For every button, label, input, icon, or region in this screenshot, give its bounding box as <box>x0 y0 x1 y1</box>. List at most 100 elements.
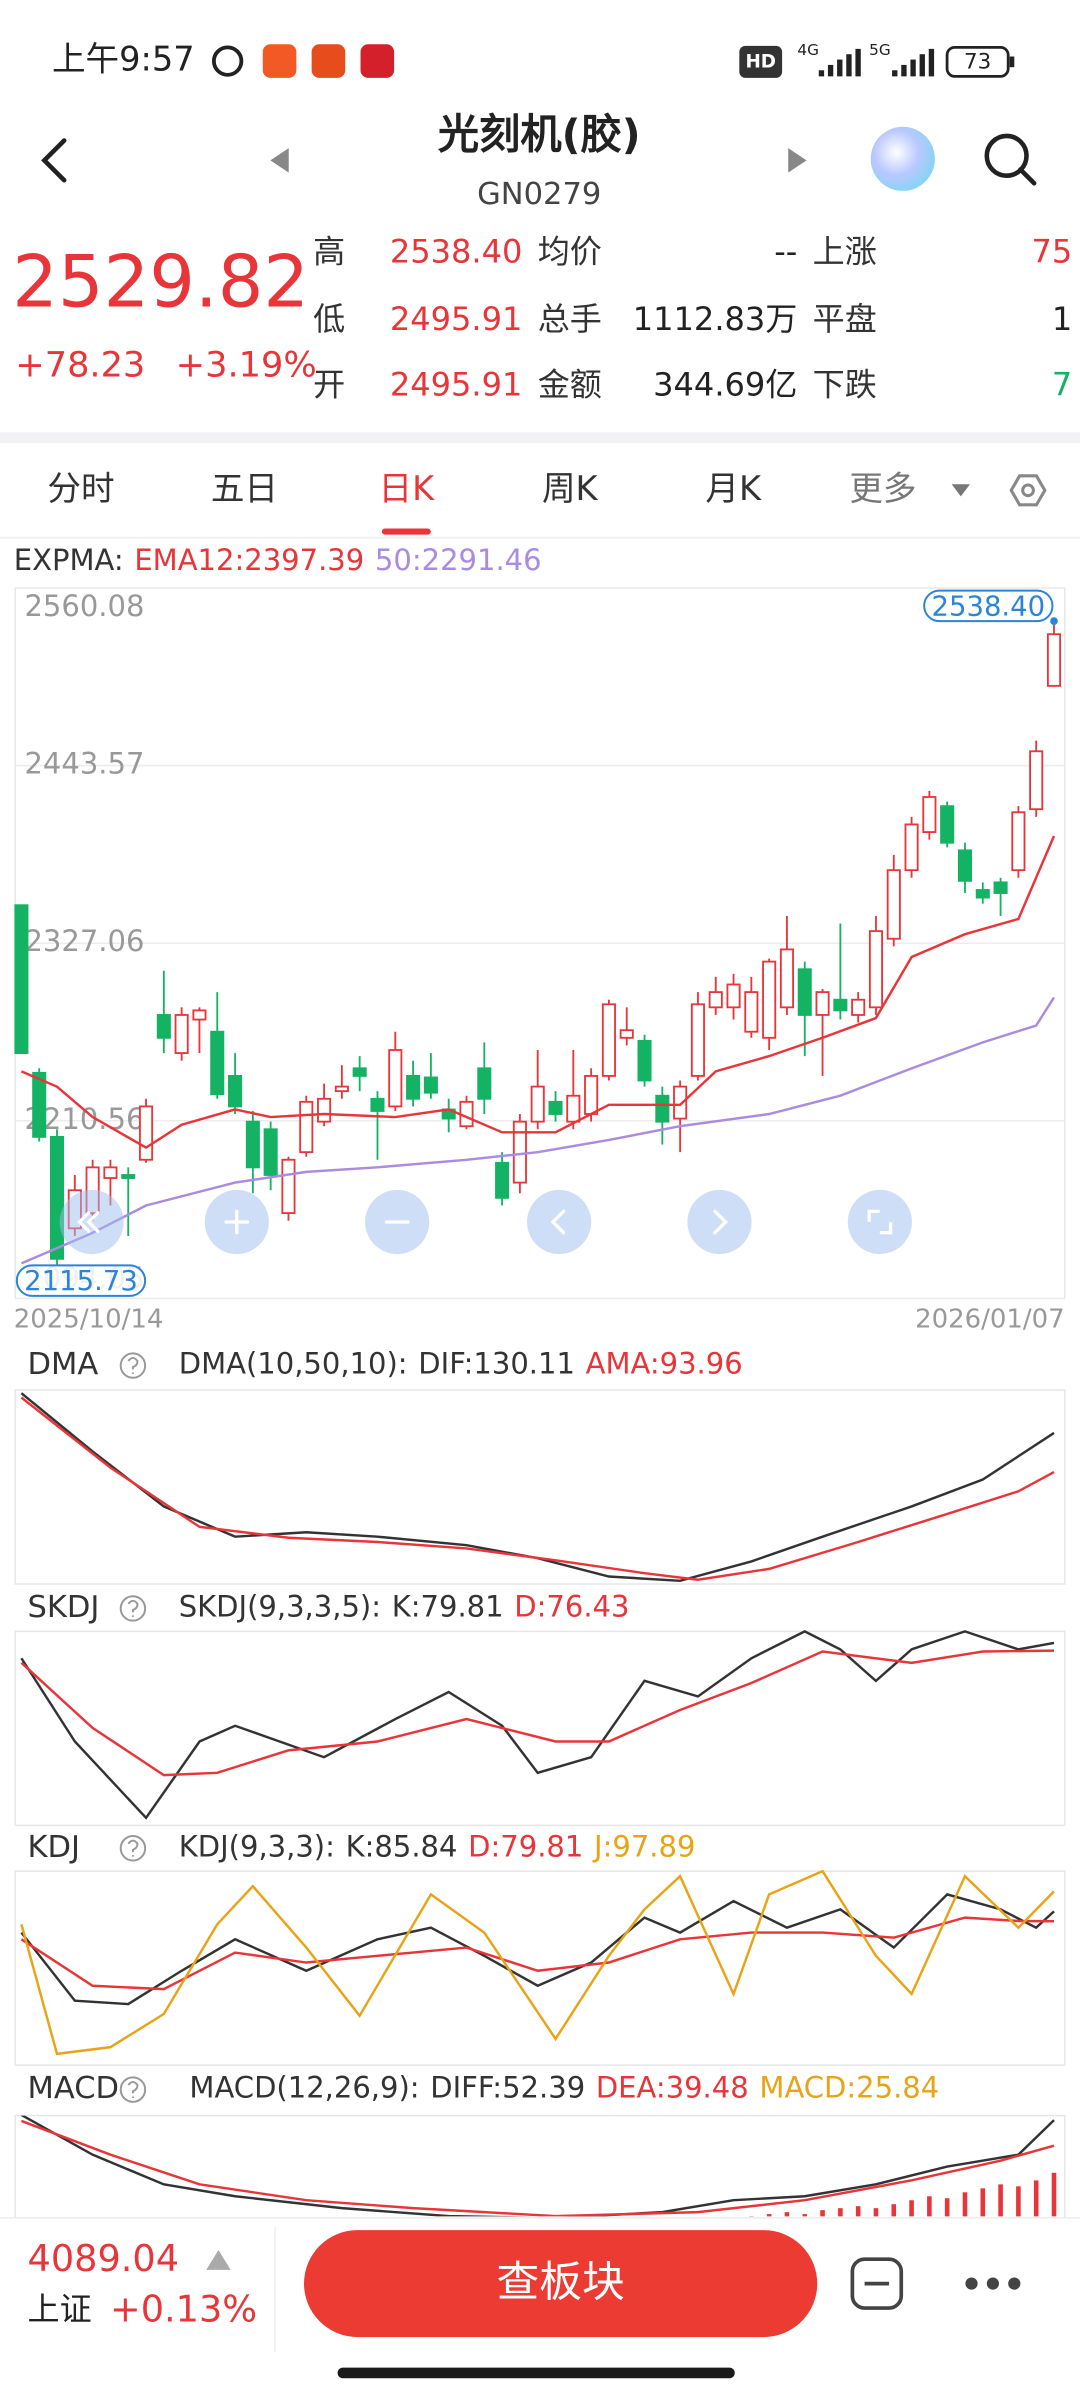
indicator-line <box>20 835 1056 1150</box>
indicator-title: KDJ <box>28 1830 81 1865</box>
chart-nav-button[interactable] <box>687 1189 752 1255</box>
candle-body <box>530 1085 545 1123</box>
help-icon[interactable] <box>119 1835 147 1862</box>
candle-body <box>245 1120 260 1169</box>
help-icon[interactable] <box>119 2076 147 2103</box>
candle-body <box>851 998 866 1016</box>
stat-value: 1 <box>1052 300 1072 338</box>
stat-value: 344.69亿 <box>653 365 797 403</box>
candle-body <box>512 1120 527 1184</box>
help-icon[interactable] <box>119 1595 147 1622</box>
candle-body <box>815 991 830 1016</box>
collapse-button[interactable] <box>850 2257 904 2310</box>
candle-body <box>708 991 723 1009</box>
help-glyph <box>127 2080 139 2099</box>
extreme-badge <box>923 589 1054 623</box>
chart-nav-button[interactable] <box>847 1189 912 1255</box>
index-name: 上证 <box>28 2290 92 2328</box>
indicator-title: DMA <box>28 1347 99 1382</box>
y-tick-label: 2560.08 <box>24 589 144 623</box>
candle-body <box>174 1014 189 1054</box>
candle-body <box>388 1049 403 1108</box>
more-dot[interactable] <box>1008 2277 1021 2290</box>
settings-dot <box>1021 483 1035 498</box>
more-dropdown[interactable] <box>951 484 970 497</box>
indicator-line <box>20 1869 1055 2056</box>
period-tab[interactable]: 五日 <box>211 469 278 508</box>
candle-body <box>904 823 919 872</box>
candle-body <box>762 960 777 1039</box>
legend: SKDJ(9,3,3,5): K:79.81 D:76.43 <box>179 1589 630 1623</box>
candle-body <box>423 1076 438 1094</box>
candle-body <box>370 1097 385 1112</box>
stat-label: 上涨 <box>813 233 877 271</box>
legend: KDJ(9,3,3): K:85.84 D:79.81 J:97.89 <box>179 1829 696 1863</box>
chart-nav-button[interactable] <box>527 1189 592 1255</box>
settings-button[interactable] <box>1009 474 1047 507</box>
sector-button-label: 查板块 <box>496 2258 624 2308</box>
candle-body <box>566 1094 581 1123</box>
chart-nav-button[interactable] <box>59 1189 124 1255</box>
index-value: 4089.04 <box>28 2237 180 2280</box>
candle-body <box>495 1161 510 1199</box>
x-range-end: 2026/01/07 <box>915 1304 1065 1334</box>
help-icon[interactable] <box>119 1352 147 1379</box>
next-button[interactable] <box>788 148 807 173</box>
x-range-start: 2025/10/14 <box>14 1304 164 1334</box>
legend-item: AMA:93.96 <box>586 1347 743 1381</box>
macd-bar <box>980 2188 986 2217</box>
help-glyph <box>127 1839 139 1857</box>
period-tab[interactable]: 周K <box>542 469 599 508</box>
indicator-frame <box>14 1870 1066 2066</box>
period-tab[interactable]: 分时 <box>47 469 114 508</box>
indicator-frame <box>14 2114 1066 2219</box>
candle-body <box>49 1135 65 1260</box>
hd-label: HD <box>745 52 776 73</box>
signal-bar <box>892 70 898 77</box>
stat-label: 下跌 <box>813 365 877 403</box>
legend-item: DIF:130.11 <box>418 1347 575 1381</box>
indicator-frame <box>14 1630 1066 1827</box>
period-tab[interactable]: 日K <box>379 469 436 508</box>
candle-body <box>263 1128 278 1176</box>
macd-bar <box>1016 2186 1021 2217</box>
help-glyph <box>127 1599 139 1617</box>
more-dot[interactable] <box>986 2277 1000 2290</box>
candle-body <box>281 1158 296 1215</box>
candle-body <box>299 1100 314 1154</box>
macd-bar <box>873 2208 879 2217</box>
legend-label: EXPMA: <box>14 543 124 577</box>
clip-group <box>20 2115 1057 2217</box>
network-label: 5G <box>869 41 891 59</box>
indicator-title: SKDJ <box>28 1590 100 1625</box>
search-button[interactable] <box>984 133 1029 178</box>
stat-label: 均价 <box>538 233 602 271</box>
candle-body <box>886 869 901 940</box>
sector-button[interactable] <box>304 2230 818 2338</box>
assistant-avatar[interactable] <box>870 126 935 191</box>
signal-bar <box>827 64 834 77</box>
signal-bar <box>855 48 861 77</box>
prev-button[interactable] <box>270 148 289 173</box>
stat-value: 7 <box>1052 365 1072 403</box>
more-dot[interactable] <box>965 2277 978 2290</box>
macd-bar <box>802 2214 808 2217</box>
candle-body <box>975 889 990 899</box>
period-tab[interactable]: 月K <box>705 469 762 508</box>
stat-value: 2495.91 <box>390 365 523 403</box>
stat-value: 75 <box>1032 233 1073 271</box>
legend-label: SKDJ(9,3,3,5): <box>179 1589 381 1623</box>
extreme-label: 2538.40 <box>931 590 1045 622</box>
app-icon <box>360 44 395 78</box>
macd-bar <box>891 2204 897 2217</box>
period-tab[interactable]: 更多 <box>849 469 916 508</box>
stat-value: 2495.91 <box>390 300 523 338</box>
candle-body <box>957 849 973 882</box>
back-button[interactable] <box>41 138 67 183</box>
candle-body <box>317 1097 332 1123</box>
clock: 上午9:57 <box>52 40 195 79</box>
candle-body <box>32 1071 47 1138</box>
nav-glyph <box>77 1211 100 1233</box>
stat-label: 高 <box>313 233 345 271</box>
